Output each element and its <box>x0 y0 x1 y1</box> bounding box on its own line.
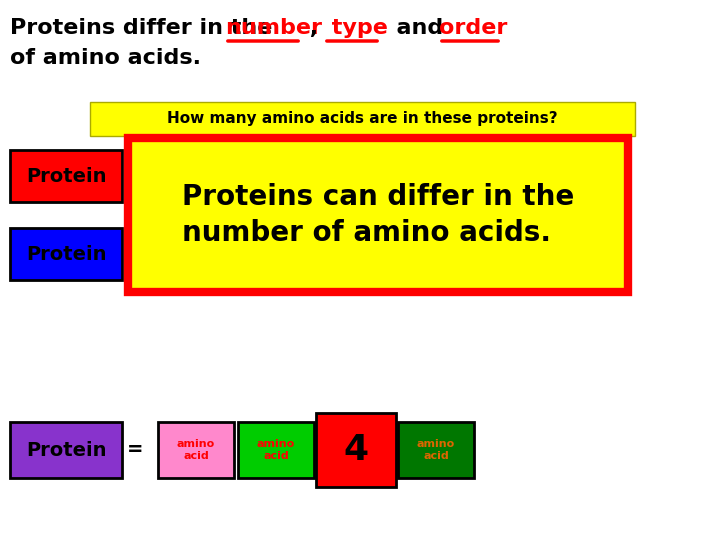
Text: order: order <box>439 18 508 38</box>
FancyBboxPatch shape <box>370 228 442 280</box>
Text: =: = <box>127 441 143 460</box>
Text: amino
acid: amino acid <box>177 439 215 461</box>
FancyBboxPatch shape <box>158 422 234 478</box>
FancyBboxPatch shape <box>294 150 366 202</box>
FancyBboxPatch shape <box>142 228 214 280</box>
Text: amino
acid: amino acid <box>417 439 455 461</box>
FancyBboxPatch shape <box>238 422 314 478</box>
FancyBboxPatch shape <box>398 422 474 478</box>
FancyBboxPatch shape <box>446 228 518 280</box>
Text: amino
acid: amino acid <box>235 165 273 187</box>
FancyBboxPatch shape <box>292 141 368 211</box>
Text: amino
acid: amino acid <box>235 243 273 265</box>
FancyBboxPatch shape <box>90 102 635 136</box>
FancyBboxPatch shape <box>10 228 122 280</box>
FancyBboxPatch shape <box>370 150 442 202</box>
Text: =: = <box>127 166 143 186</box>
Text: How many amino acids are in these proteins?: How many amino acids are in these protei… <box>167 111 558 126</box>
Text: of amino acids.: of amino acids. <box>10 48 201 68</box>
Text: Protein: Protein <box>26 166 107 186</box>
Text: amino
acid: amino acid <box>311 243 349 265</box>
FancyBboxPatch shape <box>446 150 518 202</box>
Text: amino
acid: amino acid <box>387 243 425 265</box>
Text: amino
acid: amino acid <box>159 243 197 265</box>
Text: amino
acid: amino acid <box>463 243 501 265</box>
FancyBboxPatch shape <box>316 413 396 487</box>
Text: number: number <box>225 18 322 38</box>
Text: Proteins can differ in the
number of amino acids.: Proteins can differ in the number of ami… <box>182 183 574 247</box>
Text: ,: , <box>302 18 318 38</box>
FancyBboxPatch shape <box>318 422 394 478</box>
Text: 4: 4 <box>343 433 369 467</box>
Text: 6: 6 <box>318 237 343 271</box>
Text: amino
acid: amino acid <box>257 439 295 461</box>
Text: Proteins differ in the: Proteins differ in the <box>10 18 280 38</box>
Text: Protein: Protein <box>26 441 107 460</box>
FancyBboxPatch shape <box>128 138 628 292</box>
Text: 5: 5 <box>318 159 343 193</box>
Text: type: type <box>324 18 388 38</box>
Text: Protein: Protein <box>26 245 107 264</box>
FancyBboxPatch shape <box>10 422 122 478</box>
Text: =: = <box>127 245 143 264</box>
Text: amino
acid: amino acid <box>337 439 375 461</box>
Text: amino
acid: amino acid <box>463 165 501 187</box>
Text: amino
acid: amino acid <box>387 165 425 187</box>
FancyBboxPatch shape <box>10 150 122 202</box>
FancyBboxPatch shape <box>218 150 290 202</box>
FancyBboxPatch shape <box>142 150 214 202</box>
Text: amino
acid: amino acid <box>159 165 197 187</box>
FancyBboxPatch shape <box>218 228 290 280</box>
FancyBboxPatch shape <box>294 228 366 280</box>
Text: amino
acid: amino acid <box>311 165 349 187</box>
Text: and: and <box>381 18 451 38</box>
FancyBboxPatch shape <box>292 219 368 289</box>
